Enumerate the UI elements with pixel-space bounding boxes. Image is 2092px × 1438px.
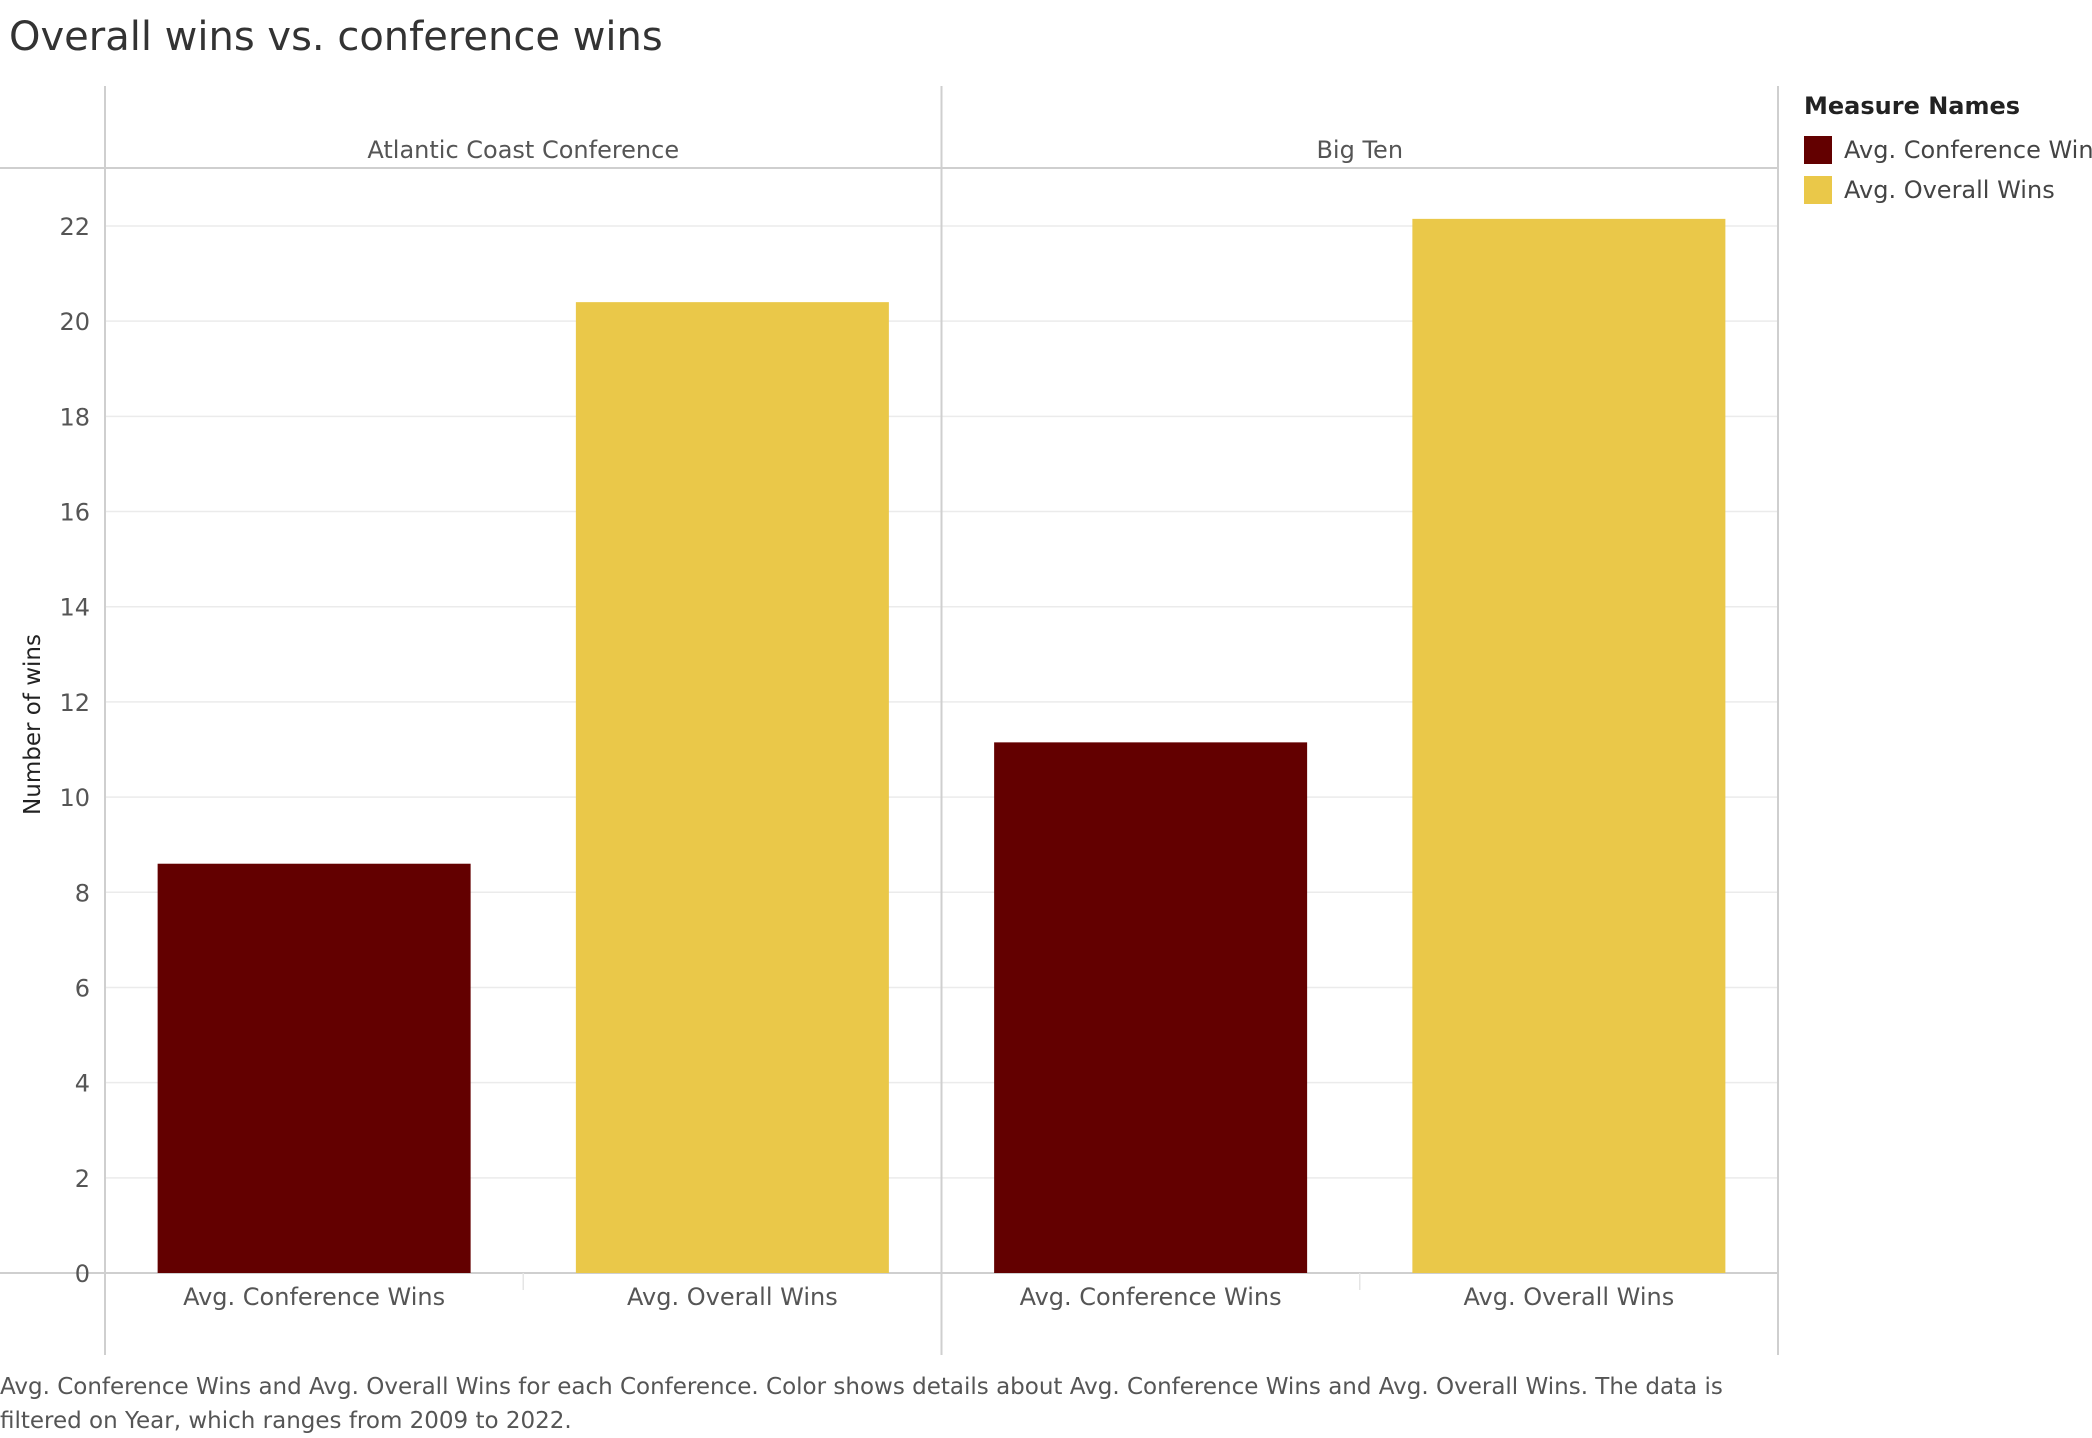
x-tick-label: Avg. Conference Wins [183, 1283, 445, 1311]
y-tick-label: 18 [59, 403, 90, 431]
y-tick-label: 6 [75, 974, 90, 1002]
x-tick-label: Avg. Overall Wins [627, 1283, 838, 1311]
y-tick-label: 2 [75, 1165, 90, 1193]
y-tick-label: 20 [59, 308, 90, 336]
y-tick-label: 22 [59, 213, 90, 241]
y-tick-label: 16 [59, 499, 90, 527]
legend-label: Avg. Overall Wins [1844, 176, 2055, 204]
chart-title: Overall wins vs. conference wins [9, 14, 663, 60]
panel-header: Big Ten [1316, 136, 1403, 164]
legend-swatch-overall-wins [1804, 176, 1832, 204]
chart-area: 0 2 4 6 8 10 12 14 16 18 20 22 Number of wins Atlanti… [0, 86, 1779, 1355]
bar [994, 742, 1308, 1273]
y-tick-label: 0 [75, 1260, 90, 1288]
chart-caption: Avg. Conference Wins and Avg. Overall Wi… [0, 1374, 1723, 1434]
bar [575, 302, 889, 1273]
x-tick-label: Avg. Conference Wins [1020, 1283, 1282, 1311]
y-tick-label: 14 [59, 594, 90, 622]
legend: Measure Names Avg. Conference Wins Avg. … [1804, 92, 2092, 210]
y-tick-label: 4 [75, 1070, 90, 1098]
x-tick-label: Avg. Overall Wins [1464, 1283, 1675, 1311]
legend-item-overall-wins[interactable]: Avg. Overall Wins [1804, 170, 2092, 210]
legend-title: Measure Names [1804, 92, 2021, 120]
bar [157, 863, 471, 1273]
panel-header: Atlantic Coast Conference [367, 136, 679, 164]
bar [1412, 218, 1726, 1274]
legend-swatch-conference-wins [1804, 136, 1832, 164]
y-tick-label: 8 [75, 879, 90, 907]
y-tick-label: 12 [59, 689, 90, 717]
legend-label: Avg. Conference Wins [1844, 136, 2092, 164]
y-tick-label: 10 [59, 784, 90, 812]
legend-item-conference-wins[interactable]: Avg. Conference Wins [1804, 130, 2092, 170]
y-axis-label: Number of wins [20, 634, 46, 815]
